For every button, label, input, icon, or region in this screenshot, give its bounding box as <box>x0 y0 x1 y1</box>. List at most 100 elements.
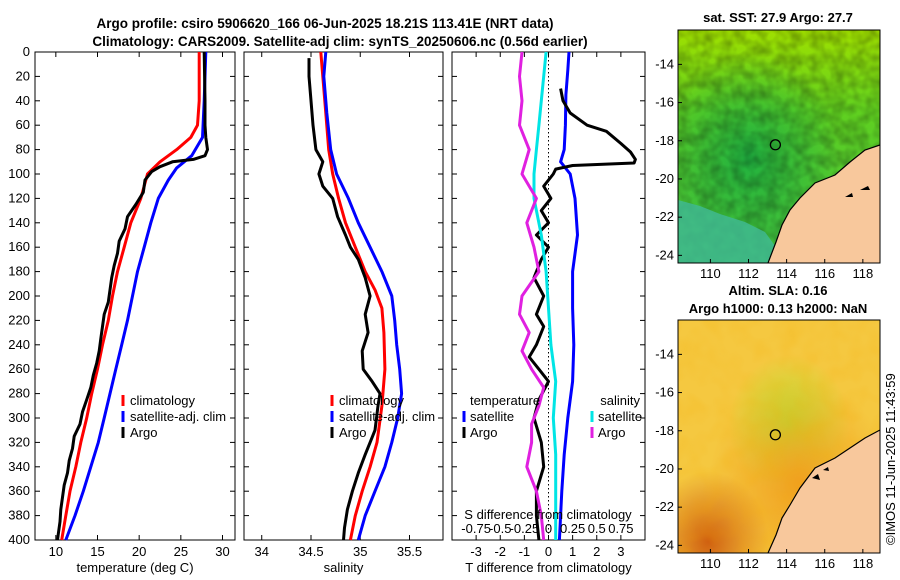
temperature-profile-panel: 10 15 20 25 30020406080100120140160180200220… <box>8 44 236 575</box>
map-y-tick-label: -20 <box>655 461 674 476</box>
map-y-tick-label: -18 <box>655 133 674 148</box>
secondary-tick-label: 0.25 <box>560 521 585 536</box>
map-x-tick-label: 118 <box>852 266 873 281</box>
sla-map-title-line-1: Altim. SLA: 0.16 <box>729 283 828 298</box>
legend-title-temperature: temperature <box>470 393 540 408</box>
map-y-tick-label: -16 <box>655 95 674 110</box>
map-y-tick-label: -22 <box>655 209 674 224</box>
sla-map-title-line-2: Argo h1000: 0.13 h2000: NaN <box>689 301 867 316</box>
map-x-tick-label: 114 <box>776 556 797 571</box>
map-x-tick-label: 110 <box>700 556 721 571</box>
copyright-timestamp: ©IMOS 11-Jun-2025 11:43:59 <box>883 373 898 545</box>
map-x-tick-label: 116 <box>814 556 835 571</box>
y-tick-label: 60 <box>16 117 30 132</box>
sla-argo-location-marker <box>769 429 782 441</box>
y-tick-label: 140 <box>8 215 30 230</box>
x-tick-label: 25 <box>174 544 188 559</box>
map-y-tick-label: -16 <box>655 385 674 400</box>
y-tick-label: 220 <box>8 312 30 327</box>
secondary-tick-label: 0.75 <box>608 521 633 536</box>
series-line-salinity-satellite <box>532 51 558 540</box>
map-x-tick-label: 110 <box>700 266 721 281</box>
x-tick-label: 35 <box>353 544 367 559</box>
sst-map-coastline <box>767 144 880 263</box>
x-tick-label: -2 <box>494 544 506 559</box>
y-tick-label: 120 <box>8 190 30 205</box>
salinity-legend: climatology satellite-adj. clim Argo <box>330 393 435 440</box>
secondary-axis-ticks: -0.75-0.5-0.25 0 0.25 0.5 0.75 <box>461 521 633 536</box>
x-tick-label: 3 <box>617 544 624 559</box>
map-x-tick-label: 114 <box>776 266 797 281</box>
map-y-tick-label: -14 <box>655 56 674 71</box>
x-tick-label: -1 <box>519 544 531 559</box>
difference-legend: temperature salinity satellite Argo sate… <box>462 393 642 440</box>
x-tick-label: 35.5 <box>397 544 422 559</box>
temperature-legend: climatology satellite-adj. clim Argo <box>121 393 226 440</box>
sla-map-land <box>768 430 880 553</box>
plot-frame <box>243 51 444 541</box>
map-x-tick-label: 118 <box>852 556 873 571</box>
map-y-tick-label: -14 <box>655 346 674 361</box>
secondary-tick-label: 0 <box>545 521 552 536</box>
legend-label-climatology: climatology <box>339 393 405 408</box>
series-line-salinity-argo <box>518 51 546 541</box>
sst-map-title: sat. SST: 27.9 Argo: 27.7 <box>703 10 853 25</box>
legend-label-argo: Argo <box>339 425 366 440</box>
sla-map-field <box>678 320 880 553</box>
series-line-climatology <box>319 51 387 541</box>
series-line-climatology <box>60 52 201 541</box>
x-tick-label: 0 <box>545 544 552 559</box>
y-tick-label: 20 <box>16 68 30 83</box>
sla-map-frame <box>677 319 881 554</box>
y-tick-label: 320 <box>8 434 30 449</box>
title-line-1: Argo profile: csiro 5906620_166 06-Jun-2… <box>97 16 554 31</box>
y-tick-label: 400 <box>8 532 30 547</box>
x-tick-label: 1 <box>569 544 576 559</box>
y-tick-label: 280 <box>8 386 30 401</box>
legend-label-satellite: satellite-adj. clim <box>130 409 226 424</box>
y-tick-label: 200 <box>8 288 30 303</box>
x-tick-label: 34.5 <box>298 544 323 559</box>
x-tick-label: 15 <box>90 544 104 559</box>
map-y-tick-label: -22 <box>655 499 674 514</box>
y-tick-label: 100 <box>8 166 30 181</box>
x-tick-label: 20 <box>132 544 146 559</box>
legend-label-temp-argo: Argo <box>470 425 497 440</box>
x-tick-label: -3 <box>470 544 482 559</box>
x-tick-label: 2 <box>593 544 600 559</box>
sst-map-land <box>768 145 880 263</box>
y-tick-label: 380 <box>8 508 30 523</box>
y-tick-label: 160 <box>8 239 30 254</box>
y-tick-label: 180 <box>8 264 30 279</box>
y-tick-label: 0 <box>23 44 30 59</box>
map-y-tick-label: -18 <box>655 423 674 438</box>
map-x-tick-label: 112 <box>738 266 759 281</box>
legend-label-sal-argo: Argo <box>598 425 625 440</box>
x-axis-label: T difference from climatology <box>465 560 632 575</box>
y-tick-label: 300 <box>8 410 30 425</box>
y-tick-label: 80 <box>16 142 30 157</box>
legend-label-sal-satellite: satellite <box>598 409 642 424</box>
secondary-axis-label: S difference from climatology <box>464 507 632 522</box>
sla-map-axes: 110 112 114 116 118 -14 -16 -18 -20 -22 -24 <box>655 346 873 571</box>
sst-argo-location-marker <box>769 139 782 151</box>
map-y-tick-label: -20 <box>655 171 674 186</box>
legend-label-climatology: climatology <box>130 393 196 408</box>
y-tick-label: 360 <box>8 483 30 498</box>
y-tick-label: 240 <box>8 337 30 352</box>
series-line-argo <box>56 51 209 541</box>
salinity-profile-panel: 34 34.5 35 35.5 salinity <box>243 51 444 575</box>
series-line-satellite-adj-clim <box>322 51 404 541</box>
sst-map-axes: 110 112 114 116 118 -14 -16 -18 -20 -22 -24 <box>655 56 873 281</box>
y-tick-label: 340 <box>8 459 30 474</box>
map-x-tick-label: 116 <box>814 266 835 281</box>
series-line-argo <box>307 58 382 541</box>
legend-label-argo: Argo <box>130 425 157 440</box>
x-tick-label: 34 <box>254 544 268 559</box>
y-tick-label: 40 <box>16 93 30 108</box>
sla-map-coastline <box>767 429 880 553</box>
secondary-tick-label: -0.75 <box>461 521 491 536</box>
sst-map-field <box>678 30 880 263</box>
secondary-tick-label: 0.5 <box>588 521 606 536</box>
